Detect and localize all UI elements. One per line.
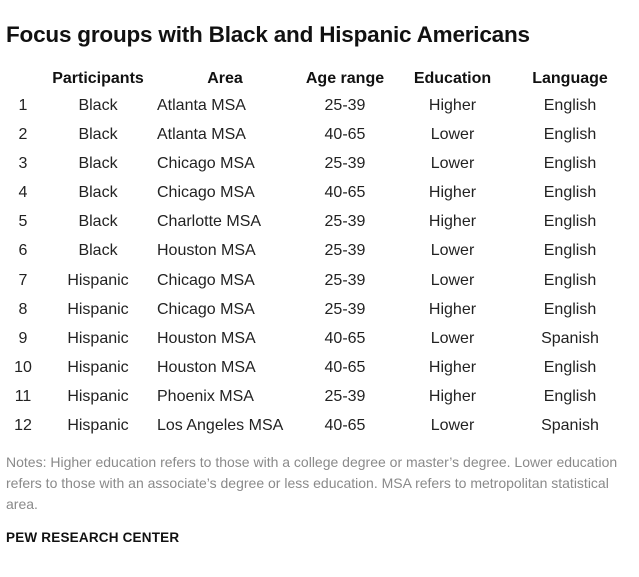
participants-cell: Hispanic	[67, 417, 129, 435]
table-row: 3 Black Chicago MSA 25-39 Lower English	[0, 149, 639, 178]
language-cell: Spanish	[541, 417, 599, 435]
area-cell: Atlanta MSA	[157, 97, 246, 114]
age-range-cell: 25-39	[324, 300, 366, 318]
row-number: 3	[18, 155, 28, 173]
area-cell: Los Angeles MSA	[157, 417, 284, 435]
language-cell: English	[543, 242, 597, 260]
education-cell: Higher	[428, 387, 477, 405]
language-cell: English	[543, 213, 597, 231]
education-cell: Higher	[428, 300, 477, 318]
row-number: 6	[18, 242, 28, 260]
language-cell: English	[543, 155, 597, 173]
page-title: Focus groups with Black and Hispanic Ame…	[6, 22, 530, 47]
area-cell: Chicago MSA	[157, 155, 255, 173]
participants-cell: Hispanic	[67, 300, 129, 318]
area-cell: Chicago MSA	[157, 271, 255, 289]
row-number: 7	[18, 271, 28, 289]
row-number: 9	[18, 329, 28, 347]
education-cell: Lower	[430, 155, 475, 173]
column-header-age-range: Age range	[305, 70, 385, 87]
table-row: 8 Hispanic Chicago MSA 25-39 Higher English	[0, 295, 639, 324]
row-number: 5	[18, 213, 28, 231]
table-row: 1 Black Atlanta MSA 25-39 Higher English	[0, 91, 639, 120]
age-range-cell: 25-39	[324, 271, 366, 289]
column-header-education: Education	[413, 70, 492, 87]
area-cell: Chicago MSA	[157, 184, 255, 202]
language-cell: English	[543, 271, 597, 289]
column-header-language: Language	[532, 70, 608, 87]
row-number: 1	[18, 97, 28, 114]
language-cell: English	[543, 358, 597, 376]
age-range-cell: 40-65	[324, 126, 366, 144]
participants-cell: Black	[78, 184, 118, 202]
language-cell: English	[543, 184, 597, 202]
area-cell: Phoenix MSA	[157, 387, 254, 405]
participants-cell: Black	[78, 155, 118, 173]
row-number: 10	[14, 358, 32, 376]
column-header-area: Area	[207, 70, 243, 87]
table-header-row: Participants Area Age range Education La…	[0, 66, 639, 91]
age-range-cell: 25-39	[324, 387, 366, 405]
row-number: 8	[18, 300, 28, 318]
language-cell: English	[543, 387, 597, 405]
language-cell: English	[543, 300, 597, 318]
participants-cell: Hispanic	[67, 358, 129, 376]
age-range-cell: 40-65	[324, 184, 366, 202]
education-cell: Lower	[430, 329, 475, 347]
table-body: 1 Black Atlanta MSA 25-39 Higher English 2 Blac…	[0, 91, 639, 440]
area-cell: Houston MSA	[157, 242, 256, 260]
table-row: 7 Hispanic Chicago MSA 25-39 Lower English	[0, 266, 639, 295]
education-cell: Lower	[430, 126, 475, 144]
education-cell: Higher	[428, 97, 477, 114]
focus-groups-table: Participants Area Age range Education La…	[0, 66, 639, 440]
education-cell: Higher	[428, 213, 477, 231]
language-cell: English	[543, 97, 597, 114]
education-cell: Lower	[430, 242, 475, 260]
education-cell: Higher	[428, 358, 477, 376]
source-credit: PEW RESEARCH CENTER	[6, 530, 180, 545]
age-range-cell: 40-65	[324, 417, 366, 435]
language-cell: Spanish	[541, 329, 599, 347]
area-cell: Houston MSA	[157, 329, 256, 347]
participants-cell: Hispanic	[67, 329, 129, 347]
participants-cell: Black	[78, 213, 118, 231]
education-cell: Lower	[430, 271, 475, 289]
table-row: 2 Black Atlanta MSA 40-65 Lower English	[0, 120, 639, 149]
age-range-cell: 25-39	[324, 242, 366, 260]
table-row: 6 Black Houston MSA 25-39 Lower English	[0, 236, 639, 265]
table-row: 9 Hispanic Houston MSA 40-65 Lower Spanish	[0, 324, 639, 353]
age-range-cell: 25-39	[324, 155, 366, 173]
participants-cell: Black	[78, 242, 118, 260]
participants-cell: Hispanic	[67, 271, 129, 289]
participants-cell: Black	[78, 126, 118, 144]
table-row: 5 Black Charlotte MSA 25-39 Higher English	[0, 207, 639, 236]
table-row: 4 Black Chicago MSA 40-65 Higher English	[0, 178, 639, 207]
participants-cell: Black	[78, 97, 118, 114]
table-row: 10 Hispanic Houston MSA 40-65 Higher English	[0, 353, 639, 382]
age-range-cell: 25-39	[324, 213, 366, 231]
row-number: 12	[14, 417, 32, 435]
education-cell: Lower	[430, 417, 475, 435]
age-range-cell: 25-39	[324, 97, 366, 114]
age-range-cell: 40-65	[324, 358, 366, 376]
column-header-participants: Participants	[52, 70, 144, 87]
row-number: 2	[18, 126, 28, 144]
age-range-cell: 40-65	[324, 329, 366, 347]
area-cell: Chicago MSA	[157, 300, 255, 318]
language-cell: English	[543, 126, 597, 144]
table-row: 12 Hispanic Los Angeles MSA 40-65 Lower Spani…	[0, 411, 639, 440]
participants-cell: Hispanic	[67, 387, 129, 405]
table-row: 11 Hispanic Phoenix MSA 25-39 Higher English	[0, 382, 639, 411]
area-cell: Atlanta MSA	[157, 126, 246, 144]
row-number: 11	[14, 387, 32, 405]
table-notes: Notes: Higher education refers to those …	[6, 454, 618, 512]
area-cell: Charlotte MSA	[157, 213, 262, 231]
area-cell: Houston MSA	[157, 358, 256, 376]
education-cell: Higher	[428, 184, 477, 202]
row-number: 4	[18, 184, 28, 202]
